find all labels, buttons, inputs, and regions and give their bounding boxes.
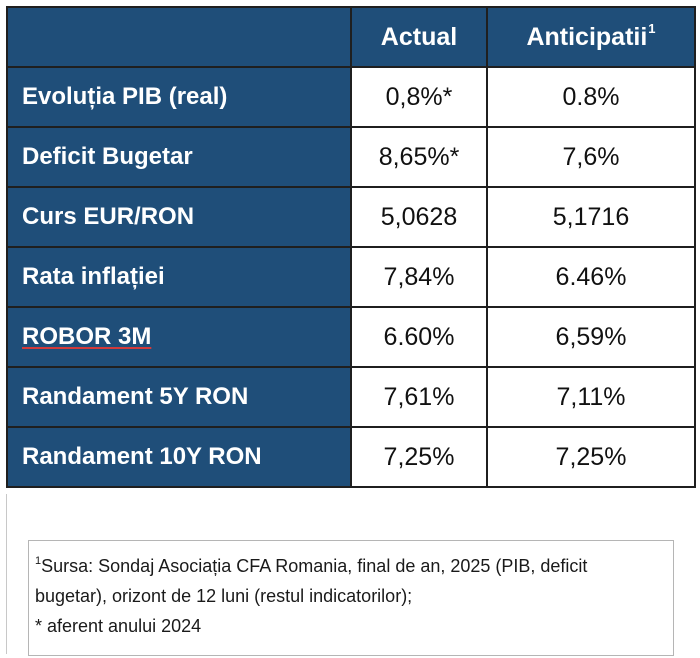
table-header-row: Actual Anticipatii1 bbox=[7, 7, 695, 67]
row-label-yield-10y: Randament 10Y RON bbox=[7, 427, 351, 487]
row-label-pib: Evoluția PIB (real) bbox=[7, 67, 351, 127]
cell-deficit-anticipated: 7,6% bbox=[487, 127, 695, 187]
footnote-source-line-1: 1Sursa: Sondaj Asociația CFA Romania, fi… bbox=[35, 547, 667, 581]
cell-yield-5y-anticipated: 7,11% bbox=[487, 367, 695, 427]
header-anticipated-label: Anticipatii bbox=[526, 23, 647, 51]
table-row: Curs EUR/RON 5,0628 5,1716 bbox=[7, 187, 695, 247]
footnote-source-line-2: bugetar), orizont de 12 luni (restul ind… bbox=[35, 581, 667, 611]
header-actual: Actual bbox=[351, 7, 487, 67]
cell-eur-ron-actual: 5,0628 bbox=[351, 187, 487, 247]
footnote-source-text-1: Sursa: Sondaj Asociația CFA Romania, fin… bbox=[41, 556, 587, 576]
row-label-inflation: Rata inflației bbox=[7, 247, 351, 307]
cell-yield-5y-actual: 7,61% bbox=[351, 367, 487, 427]
page-left-rule bbox=[6, 494, 7, 654]
cell-eur-ron-anticipated: 5,1716 bbox=[487, 187, 695, 247]
cell-yield-10y-anticipated: 7,25% bbox=[487, 427, 695, 487]
footnote-source-marker: 1 bbox=[35, 555, 41, 567]
row-label-eur-ron: Curs EUR/RON bbox=[7, 187, 351, 247]
row-label-robor: ROBOR 3M bbox=[7, 307, 351, 367]
row-label-robor-text: ROBOR 3M bbox=[22, 323, 151, 350]
indicators-table: Actual Anticipatii1 Evoluția PIB (real) … bbox=[6, 6, 696, 488]
cell-robor-anticipated: 6,59% bbox=[487, 307, 695, 367]
footnote-asterisk-note: * aferent anului 2024 bbox=[35, 611, 667, 641]
table-row: Rata inflației 7,84% 6.46% bbox=[7, 247, 695, 307]
header-actual-label: Actual bbox=[381, 23, 457, 51]
indicators-table-wrapper: Actual Anticipatii1 Evoluția PIB (real) … bbox=[6, 6, 694, 494]
cell-pib-actual: 0,8%* bbox=[351, 67, 487, 127]
header-anticipated: Anticipatii1 bbox=[487, 7, 695, 67]
header-corner-cell bbox=[7, 7, 351, 67]
table-row: Randament 10Y RON 7,25% 7,25% bbox=[7, 427, 695, 487]
cell-robor-actual: 6.60% bbox=[351, 307, 487, 367]
table-row: ROBOR 3M 6.60% 6,59% bbox=[7, 307, 695, 367]
cell-inflation-actual: 7,84% bbox=[351, 247, 487, 307]
table-row: Randament 5Y RON 7,61% 7,11% bbox=[7, 367, 695, 427]
cell-inflation-anticipated: 6.46% bbox=[487, 247, 695, 307]
cell-yield-10y-actual: 7,25% bbox=[351, 427, 487, 487]
table-row: Evoluția PIB (real) 0,8%* 0.8% bbox=[7, 67, 695, 127]
cell-deficit-actual: 8,65%* bbox=[351, 127, 487, 187]
header-anticipated-footnote-marker: 1 bbox=[648, 21, 655, 36]
table-row: Deficit Bugetar 8,65%* 7,6% bbox=[7, 127, 695, 187]
cell-pib-anticipated: 0.8% bbox=[487, 67, 695, 127]
footnote-box: 1Sursa: Sondaj Asociația CFA Romania, fi… bbox=[28, 540, 674, 656]
row-label-deficit: Deficit Bugetar bbox=[7, 127, 351, 187]
row-label-yield-5y: Randament 5Y RON bbox=[7, 367, 351, 427]
